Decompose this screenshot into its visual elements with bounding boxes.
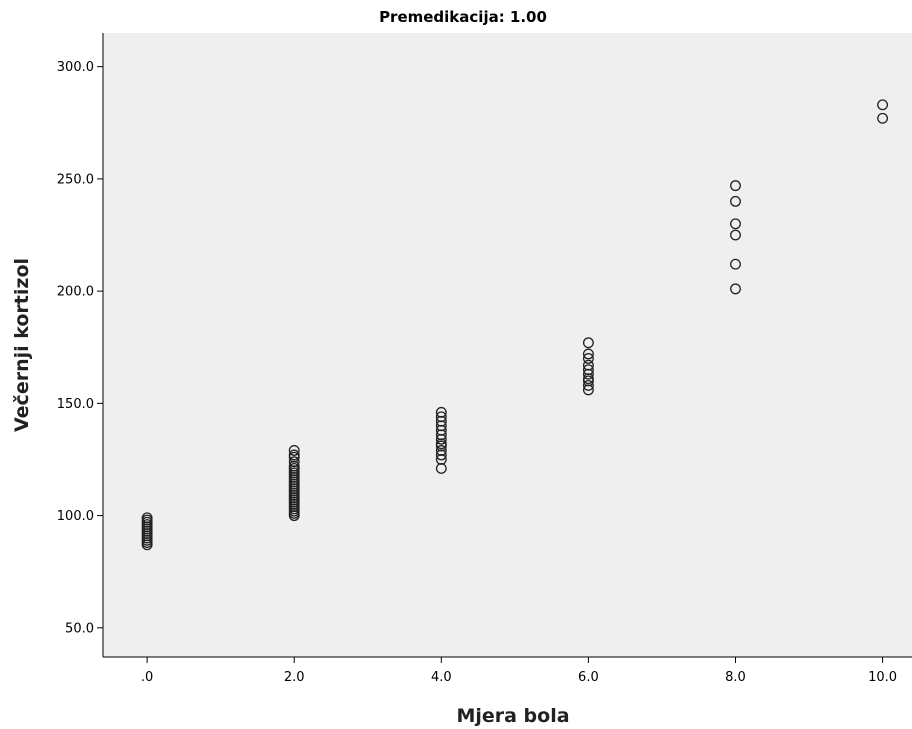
data-point: [582, 348, 594, 360]
data-point: [730, 283, 741, 295]
data-point: [582, 359, 594, 371]
x-axis-label: Mjera bola: [456, 705, 569, 727]
data-point: [582, 364, 594, 376]
x-tick-label: .0: [141, 670, 153, 685]
data-point: [877, 112, 889, 124]
x-tick-label: 2.0: [284, 670, 305, 685]
data-point: [582, 337, 594, 349]
plot-area: [103, 33, 912, 657]
y-tick-label: 200.0: [57, 285, 94, 300]
data-point: [435, 406, 447, 418]
data-point: [877, 99, 889, 111]
data-point: [288, 445, 300, 456]
x-tick-label: 6.0: [578, 670, 599, 685]
data-point: [141, 512, 153, 524]
data-point: [435, 445, 447, 456]
data-point: [582, 379, 594, 391]
data-point: [288, 456, 300, 468]
data-point: [435, 411, 447, 423]
data-point: [730, 195, 741, 207]
data-point: [730, 180, 741, 192]
y-tick-label: 300.0: [57, 60, 94, 75]
x-tick-label: 10.0: [868, 670, 897, 685]
x-tick-label: 4.0: [431, 670, 452, 685]
y-tick-label: 250.0: [57, 172, 94, 187]
y-tick-label: 50.0: [65, 621, 94, 636]
data-point: [288, 449, 300, 461]
y-axis-label: Večernji kortizol: [11, 258, 33, 432]
x-ticks: .0 2.0 4.0 6.0 8.0 10.0: [141, 657, 897, 685]
chart-title: Premedikacija: 1.00: [379, 8, 547, 26]
x-tick-label: 8.0: [725, 670, 746, 685]
y-tick-label: 100.0: [57, 509, 94, 524]
y-tick-label: 150.0: [57, 397, 94, 412]
data-point: [730, 229, 741, 241]
data-point: [730, 218, 741, 230]
data-point: [582, 353, 594, 364]
y-ticks: 50.0 100.0 150.0 200.0 250.0 300.0: [57, 60, 103, 636]
data-point: [730, 258, 741, 270]
data-points: [141, 99, 889, 551]
